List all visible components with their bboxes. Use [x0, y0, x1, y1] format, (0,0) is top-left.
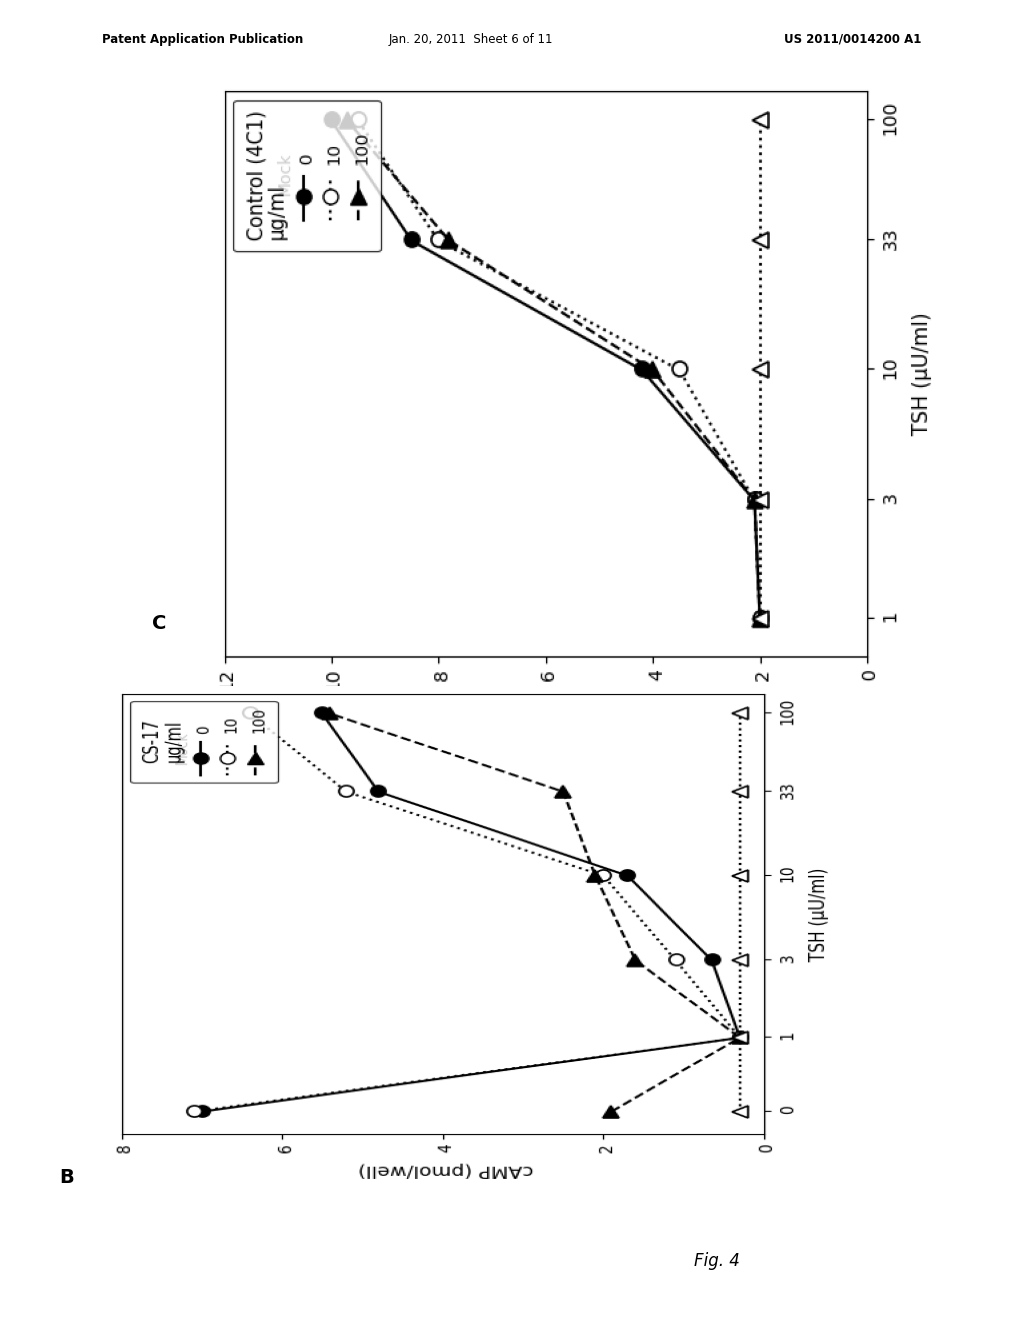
Text: B: B	[59, 1168, 74, 1187]
Text: C: C	[152, 614, 166, 632]
Text: Jan. 20, 2011  Sheet 6 of 11: Jan. 20, 2011 Sheet 6 of 11	[389, 33, 553, 46]
Text: Fig. 4: Fig. 4	[694, 1251, 739, 1270]
Text: Patent Application Publication: Patent Application Publication	[102, 33, 304, 46]
Text: US 2011/0014200 A1: US 2011/0014200 A1	[784, 33, 922, 46]
